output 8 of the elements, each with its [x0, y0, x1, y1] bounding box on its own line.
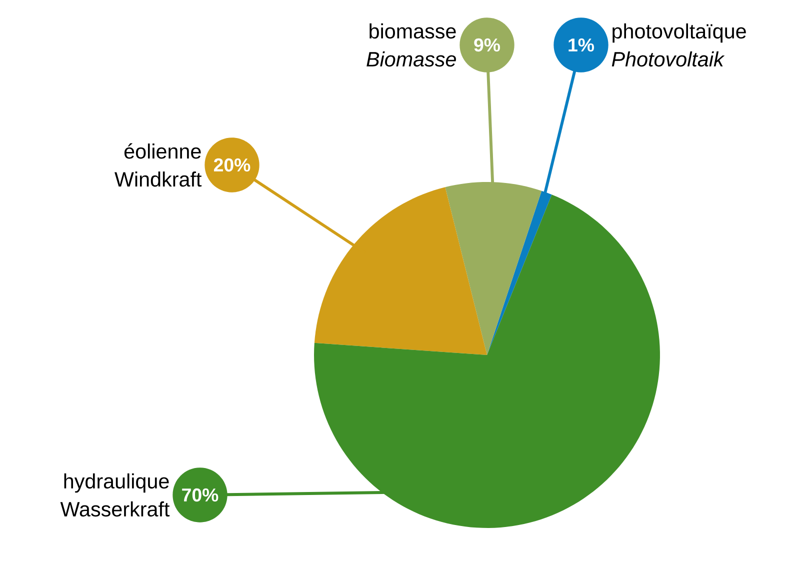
slice-label: photovoltaïque Photovoltaik: [612, 23, 746, 67]
slice-label: biomasse Biomasse: [366, 23, 456, 67]
data-label: 20%: [214, 158, 250, 172]
data-label: 9%: [474, 38, 500, 52]
slice-label: hydraulique Wasserkraft: [60, 473, 170, 517]
data-label: 1%: [568, 38, 594, 52]
data-label: 70%: [182, 488, 218, 502]
slice-label: éolienne Windkraft: [114, 143, 202, 187]
